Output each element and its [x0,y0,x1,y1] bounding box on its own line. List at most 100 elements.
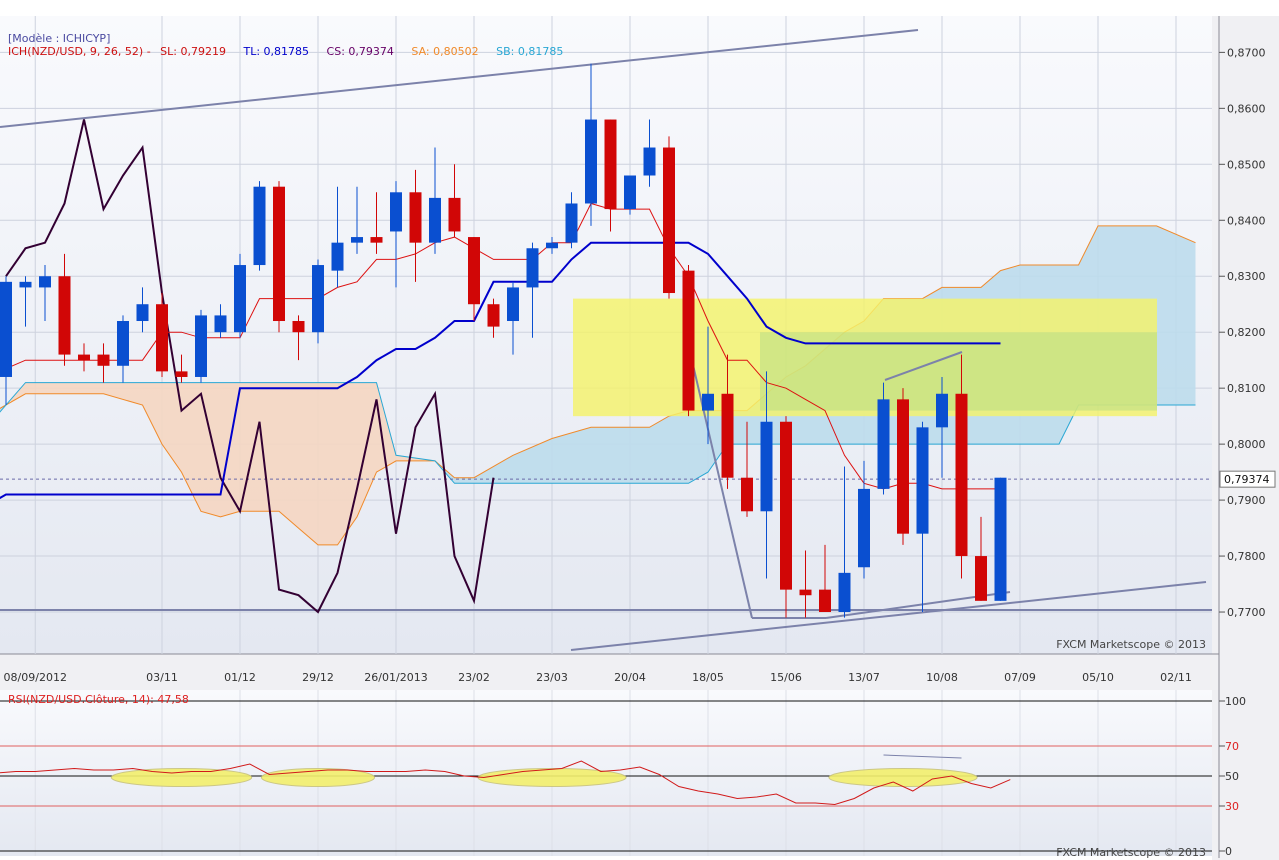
rsi-level-label: 0 [1225,845,1232,858]
candle-body [156,304,168,372]
candlesticks [0,63,1007,618]
bearish-candle [97,343,110,383]
price-tick-label: 0,8700 [1227,46,1266,59]
time-tick-label: 03/11 [146,671,178,684]
candle-body [234,265,246,333]
candle-body [390,192,402,232]
current-price-badge [1219,470,1276,488]
legend-cs: CS: 0,79374 [327,45,394,58]
candle-body [819,589,831,613]
candle-body [0,281,12,377]
bullish-candle [643,119,656,187]
candle-body [331,242,344,271]
y-axis-strip [1212,16,1279,860]
trendline [689,351,753,619]
candle-body [507,287,519,322]
bullish-candle [429,147,441,254]
bullish-candle [624,175,636,215]
bullish-candle [858,460,870,579]
time-tick-label: 01/12 [224,671,256,684]
senkou-span-b-line [0,382,1196,484]
candle-body [916,427,929,534]
candle-body [994,477,1007,601]
rsi-axis: 100 70 50 30 0 [1219,695,1246,858]
candle-body [195,315,207,377]
bullish-candle [390,181,402,288]
indicator-legend: ICH(NZD/USD, 9, 26, 52) - SL: 0,79219 TL… [8,45,563,58]
time-tick-label: 02/11 [1160,671,1192,684]
rsi-highlight-ellipse [110,768,253,787]
bearish-candle [78,343,90,372]
candle-body [585,119,597,204]
bearish-candle [175,354,188,383]
candle-body [936,393,948,428]
legend-sb: SB: 0,81785 [496,45,563,58]
candle-body [429,197,441,243]
candle-body [409,192,422,243]
price-tick-label: 0,7900 [1227,494,1266,507]
rsi-level-label: 30 [1225,800,1239,813]
bearish-candle [409,169,422,282]
bullish-candle [195,309,207,383]
kijun-sen-line [0,241,1001,500]
bullish-candle [546,237,558,254]
legend-sa: SA: 0,80502 [411,45,478,58]
bullish-candle [331,186,344,288]
rsi-level-label: 100 [1225,695,1246,708]
bullish-candle [838,466,851,618]
bullish-candle [234,253,246,338]
price-tick-label: 0,7800 [1227,550,1266,563]
bullish-candle [312,259,324,344]
price-tick-label: 0,8200 [1227,326,1266,339]
bullish-candle [702,326,714,445]
candle-body [702,393,714,411]
bullish-candle [877,382,890,495]
bearish-candle [819,544,831,613]
candle-body [897,399,909,534]
bullish-candle [526,242,539,338]
candle-body [858,488,870,568]
rsi-level-label: 50 [1225,770,1239,783]
bearish-candle [604,119,617,232]
model-label: [Modèle : ICHICYP] [8,32,110,45]
legend-tl: TL: 0,81785 [242,45,309,58]
time-tick-label: 23/02 [458,671,490,684]
trendline [570,581,1207,651]
candle-body [663,147,675,294]
rsi-watermark: FXCM Marketscope © 2013 [1056,846,1206,859]
x-axis-strip [0,654,1279,690]
bearish-candle [721,354,734,489]
legend-sl: SL: 0,79219 [160,45,226,58]
bullish-candle [916,421,929,613]
candle-body [565,203,578,243]
rsi-level-label: 70 [1225,740,1239,753]
candle-body [78,354,90,361]
time-tick-label: 26/01/2013 [364,671,427,684]
candle-body [58,276,71,355]
main-watermark: FXCM Marketscope © 2013 [1056,638,1206,651]
bearish-candle [780,416,792,618]
bearish-candle [799,550,812,618]
price-tick-label: 0,8500 [1227,158,1266,171]
time-tick-label: 29/12 [302,671,334,684]
candle-body [487,304,500,327]
candle-body [780,421,792,590]
bearish-candle [292,315,305,361]
candle-body [136,304,149,322]
ichimoku-cloud [0,225,1196,546]
candle-body [351,237,363,243]
time-tick-label: 20/04 [614,671,646,684]
senkou-span-a-line [0,225,1196,546]
candle-body [97,354,110,366]
bearish-candle [273,181,285,333]
candle-body [19,281,32,288]
bullish-candle [507,281,519,355]
candle-body [253,186,266,266]
current-price-label: 0,79374 [1224,473,1270,486]
bullish-candle [760,371,773,579]
bearish-candle [156,293,168,377]
time-tick-label: 13/07 [848,671,880,684]
price-tick-label: 0,8300 [1227,270,1266,283]
time-tick-label: 08/09/2012 [4,671,67,684]
candle-body [877,399,890,489]
